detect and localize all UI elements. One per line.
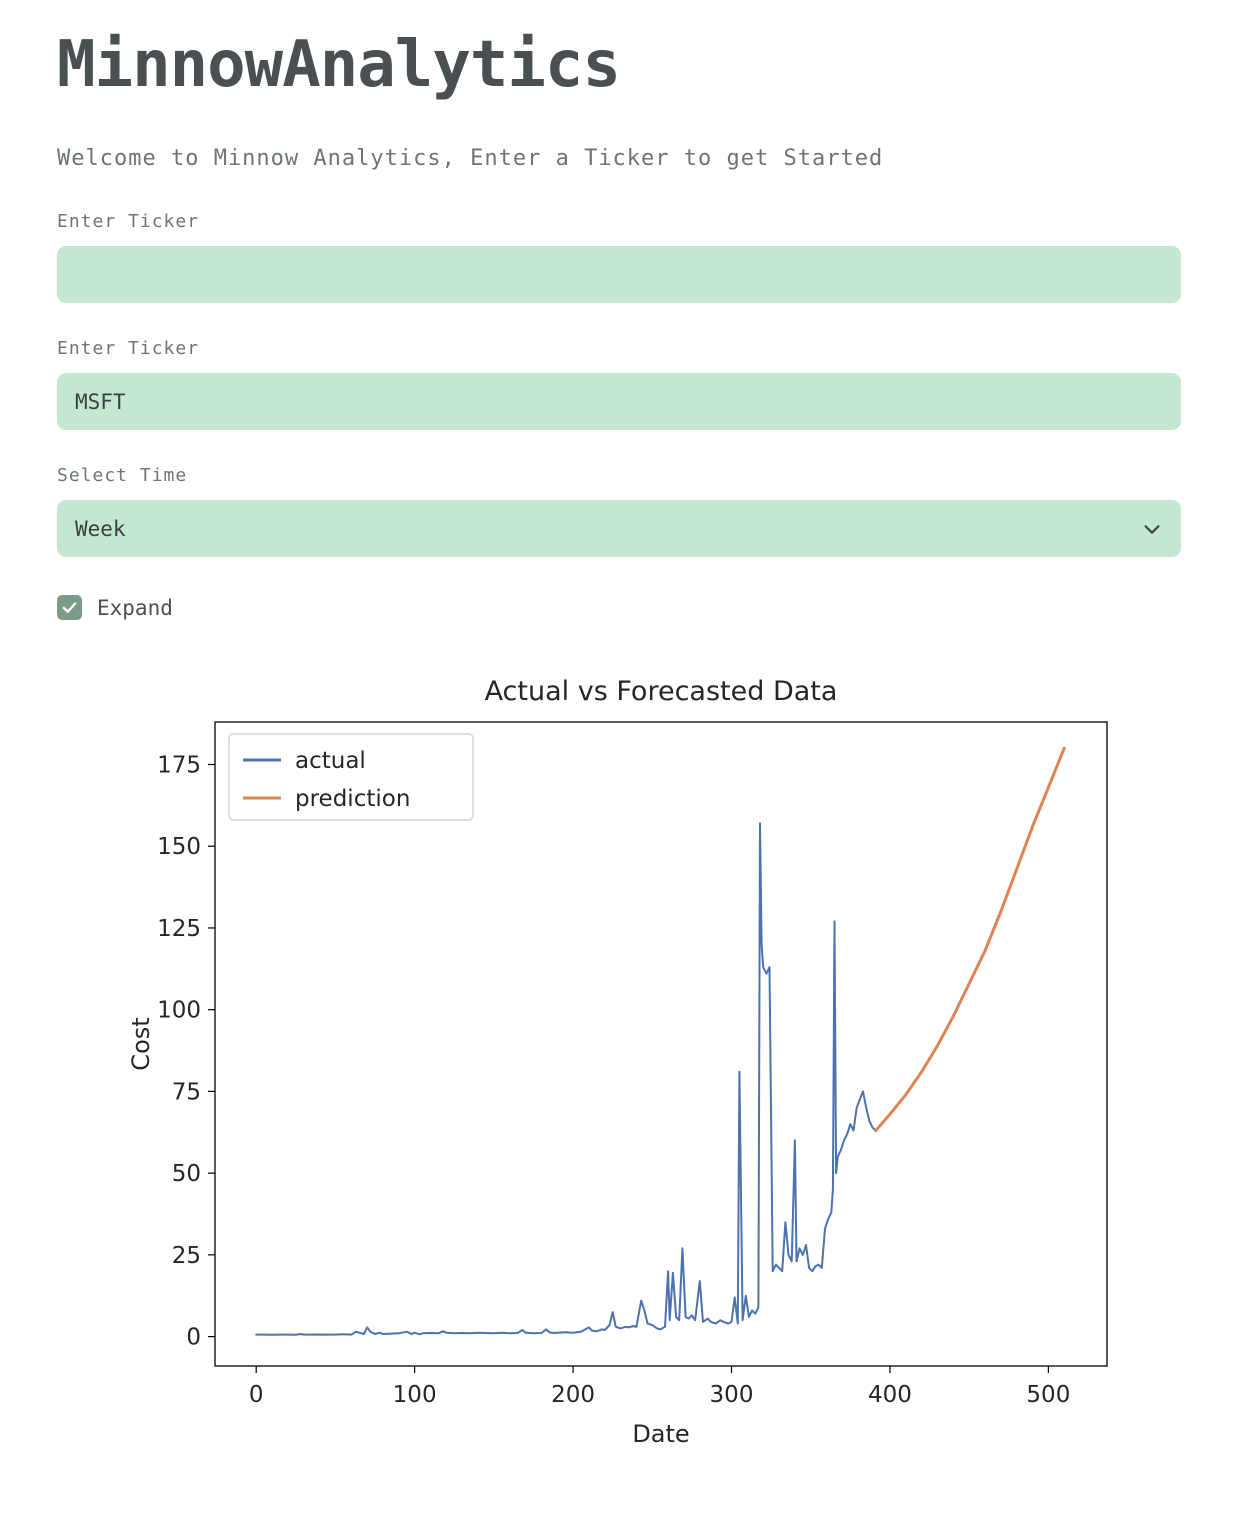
svg-text:0: 0	[249, 1382, 264, 1408]
main-page: MinnowAnalytics Welcome to Minnow Analyt…	[57, 28, 1198, 1464]
check-icon	[62, 602, 77, 613]
ticker-empty-group: Enter Ticker	[57, 211, 1198, 303]
svg-text:125: 125	[157, 916, 201, 942]
ticker-input-empty[interactable]	[57, 246, 1181, 303]
svg-text:Cost: Cost	[127, 1017, 155, 1070]
svg-text:0: 0	[186, 1325, 201, 1351]
ticker-filled-group: Enter Ticker	[57, 338, 1198, 430]
svg-text:50: 50	[172, 1161, 201, 1187]
svg-text:500: 500	[1026, 1382, 1070, 1408]
time-select[interactable]: Week	[57, 500, 1181, 557]
expand-checkbox-label: Expand	[97, 595, 173, 620]
svg-text:175: 175	[157, 752, 201, 778]
svg-text:100: 100	[157, 998, 201, 1024]
svg-text:100: 100	[393, 1382, 437, 1408]
svg-text:300: 300	[710, 1382, 754, 1408]
svg-text:actual: actual	[295, 748, 366, 774]
ticker-filled-label: Enter Ticker	[57, 338, 200, 359]
time-select-label: Select Time	[57, 465, 188, 486]
svg-text:prediction: prediction	[295, 786, 410, 812]
chevron-down-icon	[1144, 524, 1160, 534]
time-select-group: Select Time Week	[57, 465, 1198, 557]
svg-text:200: 200	[551, 1382, 595, 1408]
time-select-value: Week	[75, 516, 126, 541]
expand-checkbox[interactable]	[57, 595, 82, 620]
svg-text:400: 400	[868, 1382, 912, 1408]
ticker-empty-label: Enter Ticker	[57, 211, 200, 232]
svg-text:25: 25	[172, 1243, 201, 1269]
chart-container: Actual vs Forecasted Data 0 100 200 300 400 50…	[57, 664, 1198, 1464]
expand-checkbox-row[interactable]: Expand	[57, 595, 1198, 620]
svg-text:150: 150	[157, 834, 201, 860]
svg-text:75: 75	[172, 1079, 201, 1105]
svg-text:Actual vs Forecasted Data: Actual vs Forecasted Data	[485, 676, 838, 707]
page-title: MinnowAnalytics	[57, 28, 621, 102]
svg-text:Date: Date	[632, 1420, 689, 1448]
welcome-text: Welcome to Minnow Analytics, Enter a Tic…	[57, 146, 884, 171]
ticker-input-filled[interactable]	[57, 373, 1181, 430]
actual-vs-forecast-chart: Actual vs Forecasted Data 0 100 200 300 400 50…	[115, 664, 1125, 1464]
